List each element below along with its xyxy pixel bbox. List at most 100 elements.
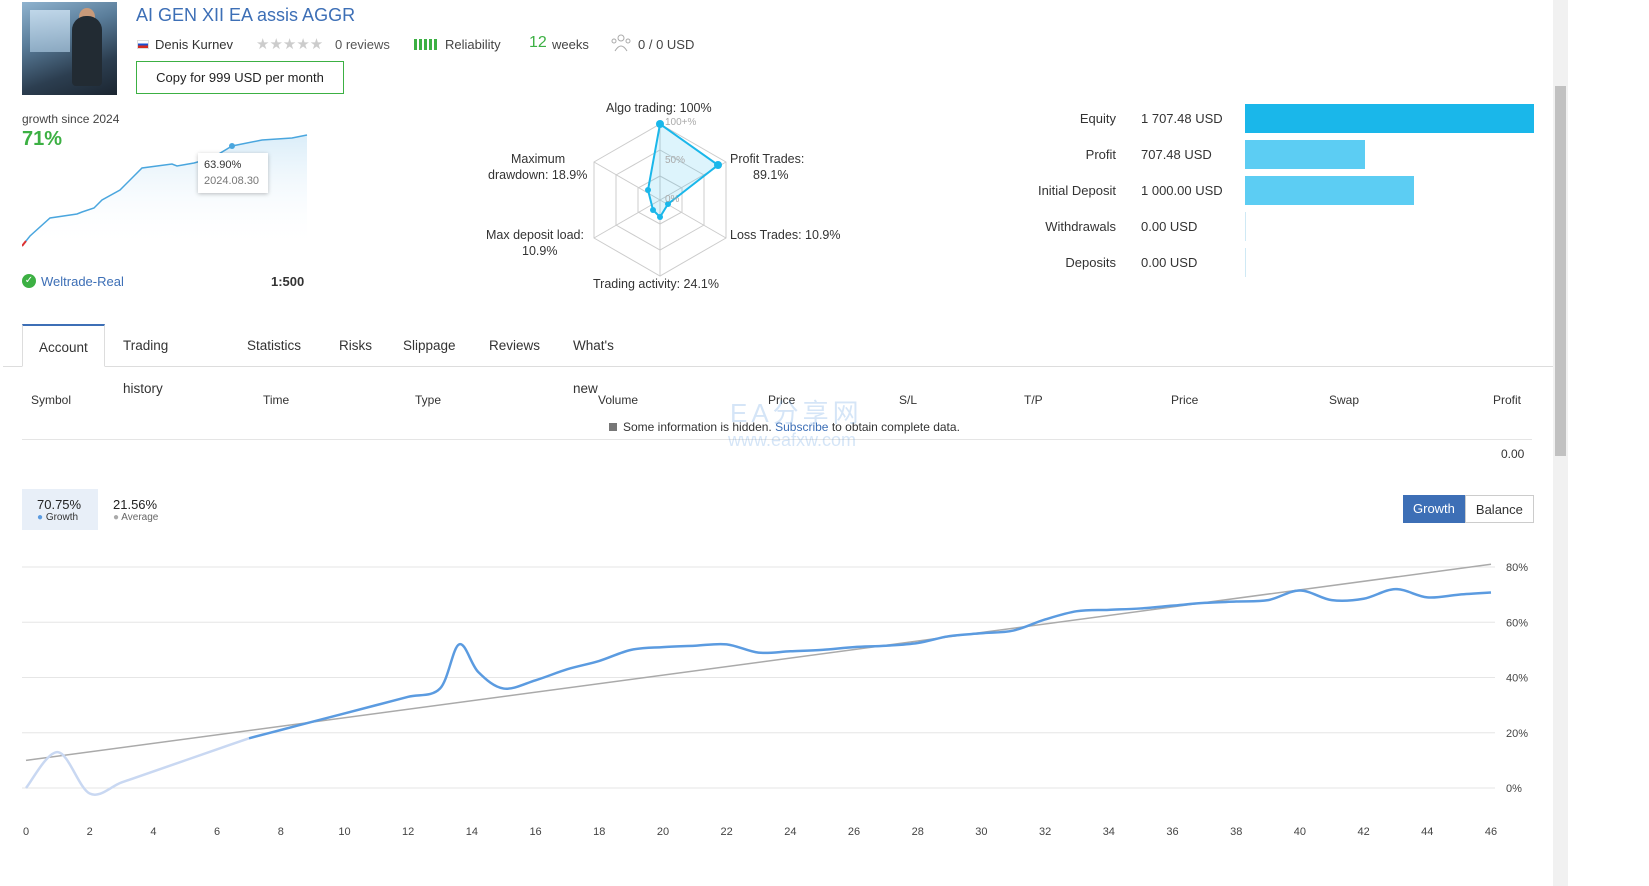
x-tick-label: 36: [1166, 826, 1178, 838]
metric-label: Profit: [1085, 147, 1116, 162]
radar-loss-label: Loss Trades: 10.9%: [730, 228, 841, 242]
subscribe-link[interactable]: Subscribe: [775, 420, 829, 434]
metric-bar: [1245, 248, 1246, 277]
x-tick-label: 22: [721, 826, 733, 838]
tab-statistics[interactable]: Statistics: [247, 338, 302, 353]
column-header[interactable]: T/P: [1024, 393, 1043, 407]
x-tick-label: 14: [466, 826, 478, 838]
x-tick-label: 0: [23, 826, 29, 838]
metric-value: 707.48 USD: [1141, 147, 1212, 162]
tab-slippage[interactable]: Slippage: [403, 338, 456, 353]
radar-profit-label: Profit Trades:: [730, 152, 805, 166]
copy-subscribe-button[interactable]: Copy for 999 USD per month: [136, 61, 344, 94]
radar-drawdown-value: drawdown: 18.9%: [488, 168, 588, 182]
reliability-label: Reliability: [445, 37, 501, 52]
tab-reviews[interactable]: Reviews: [489, 338, 541, 353]
growth-line: [248, 587, 1492, 740]
column-header[interactable]: Type: [415, 393, 442, 407]
column-header[interactable]: S/L: [899, 393, 918, 407]
rating-stars-icon: ★★★★★: [256, 36, 324, 53]
metric-value: 0.00 USD: [1141, 255, 1198, 270]
x-tick-label: 30: [975, 826, 987, 838]
metric-value: 0.00 USD: [1141, 219, 1198, 234]
tab-risks[interactable]: Risks: [339, 338, 372, 353]
growth-line-early: [25, 737, 250, 796]
author-name[interactable]: Denis Kurnev: [155, 37, 234, 52]
metric-bar: [1245, 176, 1414, 205]
author-avatar[interactable]: [22, 2, 117, 95]
x-tick-label: 24: [784, 826, 796, 838]
average-legend-value[interactable]: 21.56%: [113, 497, 158, 512]
hidden-suffix: to obtain complete data.: [831, 420, 960, 434]
metric-value: 1 000.00 USD: [1141, 183, 1223, 198]
growth-chart[interactable]: 0%20%40%60%80%0 2 4 6 8 10 12 14 16 18 20 22 24 26 28 3…: [0, 540, 1553, 886]
radar-load-label: Max deposit load:: [486, 228, 584, 242]
russia-flag-icon: [137, 40, 149, 49]
x-tick-label: 12: [402, 826, 414, 838]
subscribers-value: 0 / 0 USD: [638, 37, 695, 52]
balance-toggle-button[interactable]: Balance: [1464, 495, 1534, 523]
watermark-url: www.eafxw.com: [728, 430, 857, 450]
x-tick-label: 20: [657, 826, 669, 838]
growth-value: 71%: [22, 128, 63, 150]
x-tick-label: 4: [150, 826, 156, 838]
y-tick-label: 80%: [1506, 562, 1528, 574]
scrollbar-thumb[interactable]: [1555, 86, 1566, 456]
metric-label: Deposits: [1065, 255, 1116, 270]
hidden-info-note: Some information is hidden. Subscribe to…: [609, 420, 960, 434]
radar-chart: [593, 120, 727, 277]
column-header[interactable]: Swap: [1329, 393, 1360, 407]
growth-legend-label: ● Growth: [37, 512, 79, 523]
reviews-count[interactable]: 0 reviews: [335, 37, 390, 52]
radar-scale-100: 100+%: [665, 117, 697, 128]
tooltip-value: 63.90%: [204, 159, 242, 171]
y-tick-label: 0%: [1506, 783, 1522, 795]
column-header[interactable]: Time: [263, 393, 290, 407]
chart-mode-toggle: Growth Balance: [1403, 495, 1534, 523]
x-tick-label: 28: [912, 826, 924, 838]
metric-bar: [1245, 212, 1246, 241]
profit-total: 0.00: [1501, 447, 1525, 461]
x-tick-label: 46: [1485, 826, 1497, 838]
column-header[interactable]: Symbol: [31, 393, 72, 407]
reliability-bars-icon: [414, 39, 437, 50]
x-tick-label: 34: [1103, 826, 1115, 838]
x-tick-label: 6: [214, 826, 220, 838]
table-divider: [22, 439, 1532, 440]
metric-label: Withdrawals: [1045, 219, 1116, 234]
radar-activity-label: Trading activity: 24.1%: [593, 277, 719, 291]
x-tick-label: 32: [1039, 826, 1051, 838]
growth-legend[interactable]: 70.75% ● Growth: [22, 489, 98, 530]
x-tick-label: 18: [593, 826, 605, 838]
watermark-title: EA分享网: [730, 398, 863, 428]
tab-account[interactable]: Account: [22, 324, 105, 367]
page-scrollbar[interactable]: [1553, 0, 1568, 886]
x-tick-label: 8: [278, 826, 284, 838]
column-header[interactable]: Price: [768, 393, 796, 407]
verified-shield-icon: ✓: [22, 274, 36, 288]
growth-since-label: growth since 2024: [22, 112, 120, 126]
growth-toggle-button[interactable]: Growth: [1403, 495, 1465, 523]
weeks-number: 12: [529, 34, 547, 51]
tooltip-date: 2024.08.30: [204, 175, 260, 187]
average-legend-label: ● Average: [113, 512, 159, 523]
radar-algo-label: Algo trading: 100%: [606, 101, 712, 115]
radar-profit-value: 89.1%: [753, 168, 789, 182]
y-tick-label: 40%: [1506, 673, 1528, 685]
broker-link[interactable]: Weltrade-Real: [41, 274, 124, 289]
y-tick-label: 60%: [1506, 617, 1528, 629]
radar-drawdown-label: Maximum: [511, 152, 566, 166]
mini-growth-chart[interactable]: [22, 128, 312, 253]
tabs-divider: [3, 366, 1553, 367]
column-header[interactable]: Profit: [1493, 393, 1522, 407]
radar-scale-0: 0%: [665, 194, 680, 205]
x-tick-label: 2: [87, 826, 93, 838]
column-header[interactable]: Volume: [598, 393, 639, 407]
tab-trading-history[interactable]: Trading history: [123, 338, 169, 396]
y-tick-label: 20%: [1506, 728, 1528, 740]
column-header[interactable]: Price: [1171, 393, 1199, 407]
signal-title[interactable]: AI GEN XII EA assis AGGR: [136, 5, 356, 25]
hidden-prefix: Some information is hidden.: [623, 420, 772, 434]
subscribers-icon: [611, 34, 631, 52]
tab-what-s-new[interactable]: What's new: [573, 338, 614, 396]
